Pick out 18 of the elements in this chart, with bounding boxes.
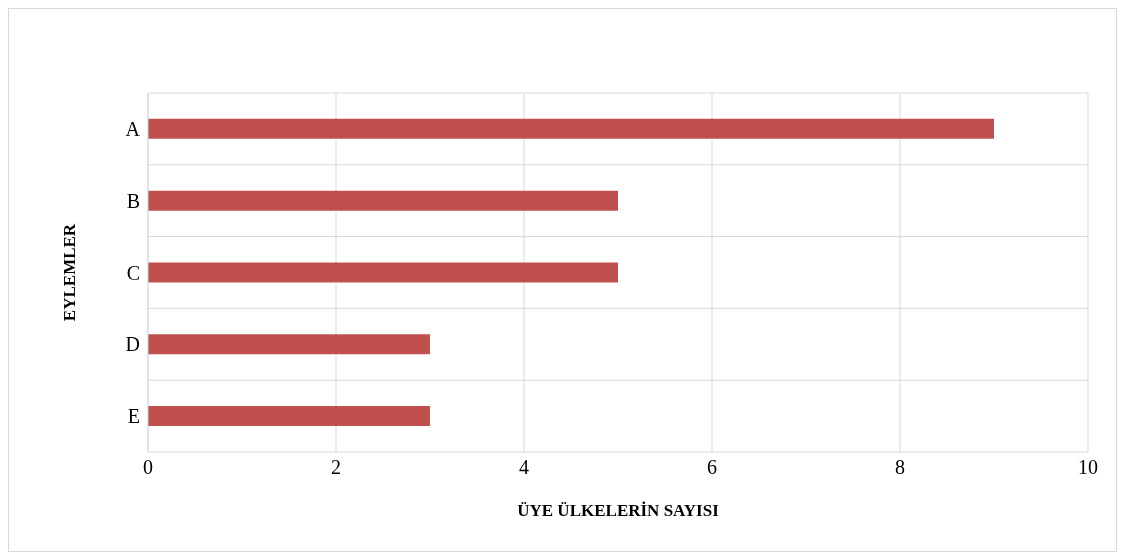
y-tick-label: B	[126, 189, 140, 212]
x-tick-label: 4	[519, 456, 529, 479]
x-tick-label: 6	[707, 456, 717, 479]
x-tick-label: 2	[331, 456, 341, 479]
y-tick-label: E	[127, 405, 140, 428]
y-axis-title: EYLEMLER	[60, 223, 80, 322]
y-tick-label: D	[125, 333, 140, 356]
bar	[148, 262, 618, 283]
x-axis-title: ÜYE ÜLKELERİN SAYISI	[517, 501, 720, 520]
x-tick-label: 0	[143, 456, 153, 479]
bar	[148, 334, 430, 355]
y-tick-label: A	[125, 118, 141, 140]
bar	[148, 190, 618, 211]
y-tick-label: C	[126, 261, 140, 284]
x-tick-label: 10	[1078, 456, 1098, 479]
x-tick-label: 8	[895, 456, 905, 479]
bar	[148, 118, 994, 139]
bar	[148, 406, 430, 427]
